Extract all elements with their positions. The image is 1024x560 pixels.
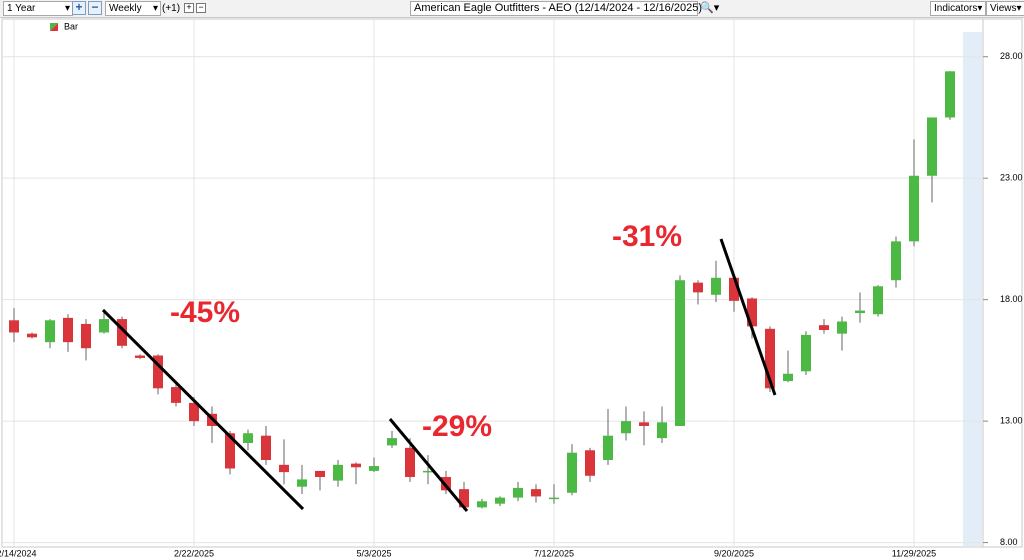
interval-select[interactable]: Weekly ▾	[105, 1, 161, 16]
candle-body	[279, 464, 289, 473]
y-tick-label: 28.00	[1000, 51, 1023, 61]
candle-body	[63, 317, 73, 343]
candle-body	[81, 323, 91, 349]
candle-body	[549, 497, 559, 500]
candle-body	[891, 241, 901, 281]
trend-line	[719, 238, 777, 396]
candle-body	[837, 321, 847, 334]
candle-body	[45, 320, 55, 343]
chart-frame	[1, 18, 1023, 548]
candle-body	[855, 310, 865, 314]
candle-body	[477, 501, 487, 508]
candle-body	[27, 333, 37, 338]
candle-body	[909, 175, 919, 242]
candle-body	[729, 277, 739, 301]
candle-body	[513, 487, 523, 498]
candle-body	[171, 387, 181, 403]
candle-body	[765, 328, 775, 389]
offset-plus[interactable]: +	[184, 3, 194, 13]
candle-body	[801, 334, 811, 372]
grid	[3, 19, 988, 547]
candle-body	[225, 433, 235, 469]
candle-body	[9, 320, 19, 333]
candle-body	[693, 282, 703, 293]
candle-body	[153, 355, 163, 389]
candle-body	[405, 447, 415, 477]
candle-body	[819, 325, 829, 331]
candle-body	[495, 497, 505, 504]
candle-body	[351, 463, 361, 468]
candle-body	[99, 319, 109, 333]
candle-body	[387, 438, 397, 446]
candle-body	[243, 433, 253, 443]
candle-body	[639, 422, 649, 426]
candle-body	[315, 470, 325, 477]
legend-icon-down	[50, 23, 58, 31]
symbol-title[interactable]: American Eagle Outfitters - AEO (12/14/2…	[410, 1, 702, 16]
trend-line	[101, 308, 305, 511]
candle-body	[567, 452, 577, 493]
indicators: Indicators	[934, 3, 978, 14]
candle-body	[675, 280, 685, 426]
candle-body	[873, 286, 883, 315]
candle-body	[783, 373, 793, 382]
views-button[interactable]: Views▾	[986, 1, 1024, 16]
candle-body	[189, 402, 199, 422]
search-icon[interactable]: 🔍▾	[700, 2, 720, 14]
views: Views	[990, 3, 1017, 14]
candle-body	[711, 277, 721, 295]
y-tick-label: 18.00	[1000, 294, 1023, 304]
zoom-out-button[interactable]: −	[88, 1, 102, 15]
candle-body	[261, 435, 271, 460]
candle-body	[747, 298, 757, 327]
candle-body	[945, 71, 955, 118]
interval: Weekly	[109, 3, 142, 14]
x-tick-label: 11/29/2025	[892, 548, 936, 558]
offset-minus[interactable]: −	[196, 3, 206, 13]
annotation: -45%	[170, 296, 240, 329]
candles	[9, 71, 955, 510]
annotation: -31%	[612, 220, 682, 253]
trend-line	[388, 418, 469, 512]
candle-body	[369, 466, 379, 471]
x-tick-label: 9/20/2025	[714, 548, 754, 558]
x-tick-label: 2/22/2025	[174, 548, 214, 558]
candle-body	[459, 489, 469, 508]
candle-body	[657, 422, 667, 439]
offset: (+1)	[162, 3, 181, 14]
zoom-in-button[interactable]: +	[72, 1, 86, 15]
x-tick-label: 12/14/2024	[0, 548, 37, 558]
candle-body	[297, 479, 307, 487]
candle-body	[603, 435, 613, 460]
legend: Bar	[50, 21, 78, 31]
future-shade	[963, 32, 982, 546]
candle-body	[333, 464, 343, 481]
x-tick-label: 5/3/2025	[356, 548, 391, 558]
candle-body	[621, 421, 631, 434]
caret: ▾	[64, 3, 70, 14]
annotation: -29%	[422, 410, 492, 443]
y-tick-label: 13.00	[1000, 415, 1023, 425]
toolbar: 1 Year ▾ + − Weekly ▾ (+1) + − American Ea…	[0, 0, 1024, 18]
caret: ▾	[152, 3, 158, 14]
indicators-button[interactable]: Indicators▾	[930, 1, 986, 16]
candle-body	[585, 450, 595, 476]
candle-body	[423, 470, 433, 473]
period-select[interactable]: 1 Year ▾	[3, 1, 73, 16]
candle-body	[927, 117, 937, 176]
candle-body	[135, 355, 145, 358]
candle-body	[117, 319, 127, 346]
symbol-title-text: American Eagle Outfitters - AEO (12/14/2…	[414, 2, 702, 14]
legend-label: Bar	[64, 21, 78, 31]
y-tick-label: 8.00	[1000, 537, 1018, 547]
candle-body	[531, 489, 541, 497]
period: 1 Year	[7, 3, 36, 14]
y-tick-label: 23.00	[1000, 173, 1023, 183]
x-tick-label: 7/12/2025	[534, 548, 574, 558]
